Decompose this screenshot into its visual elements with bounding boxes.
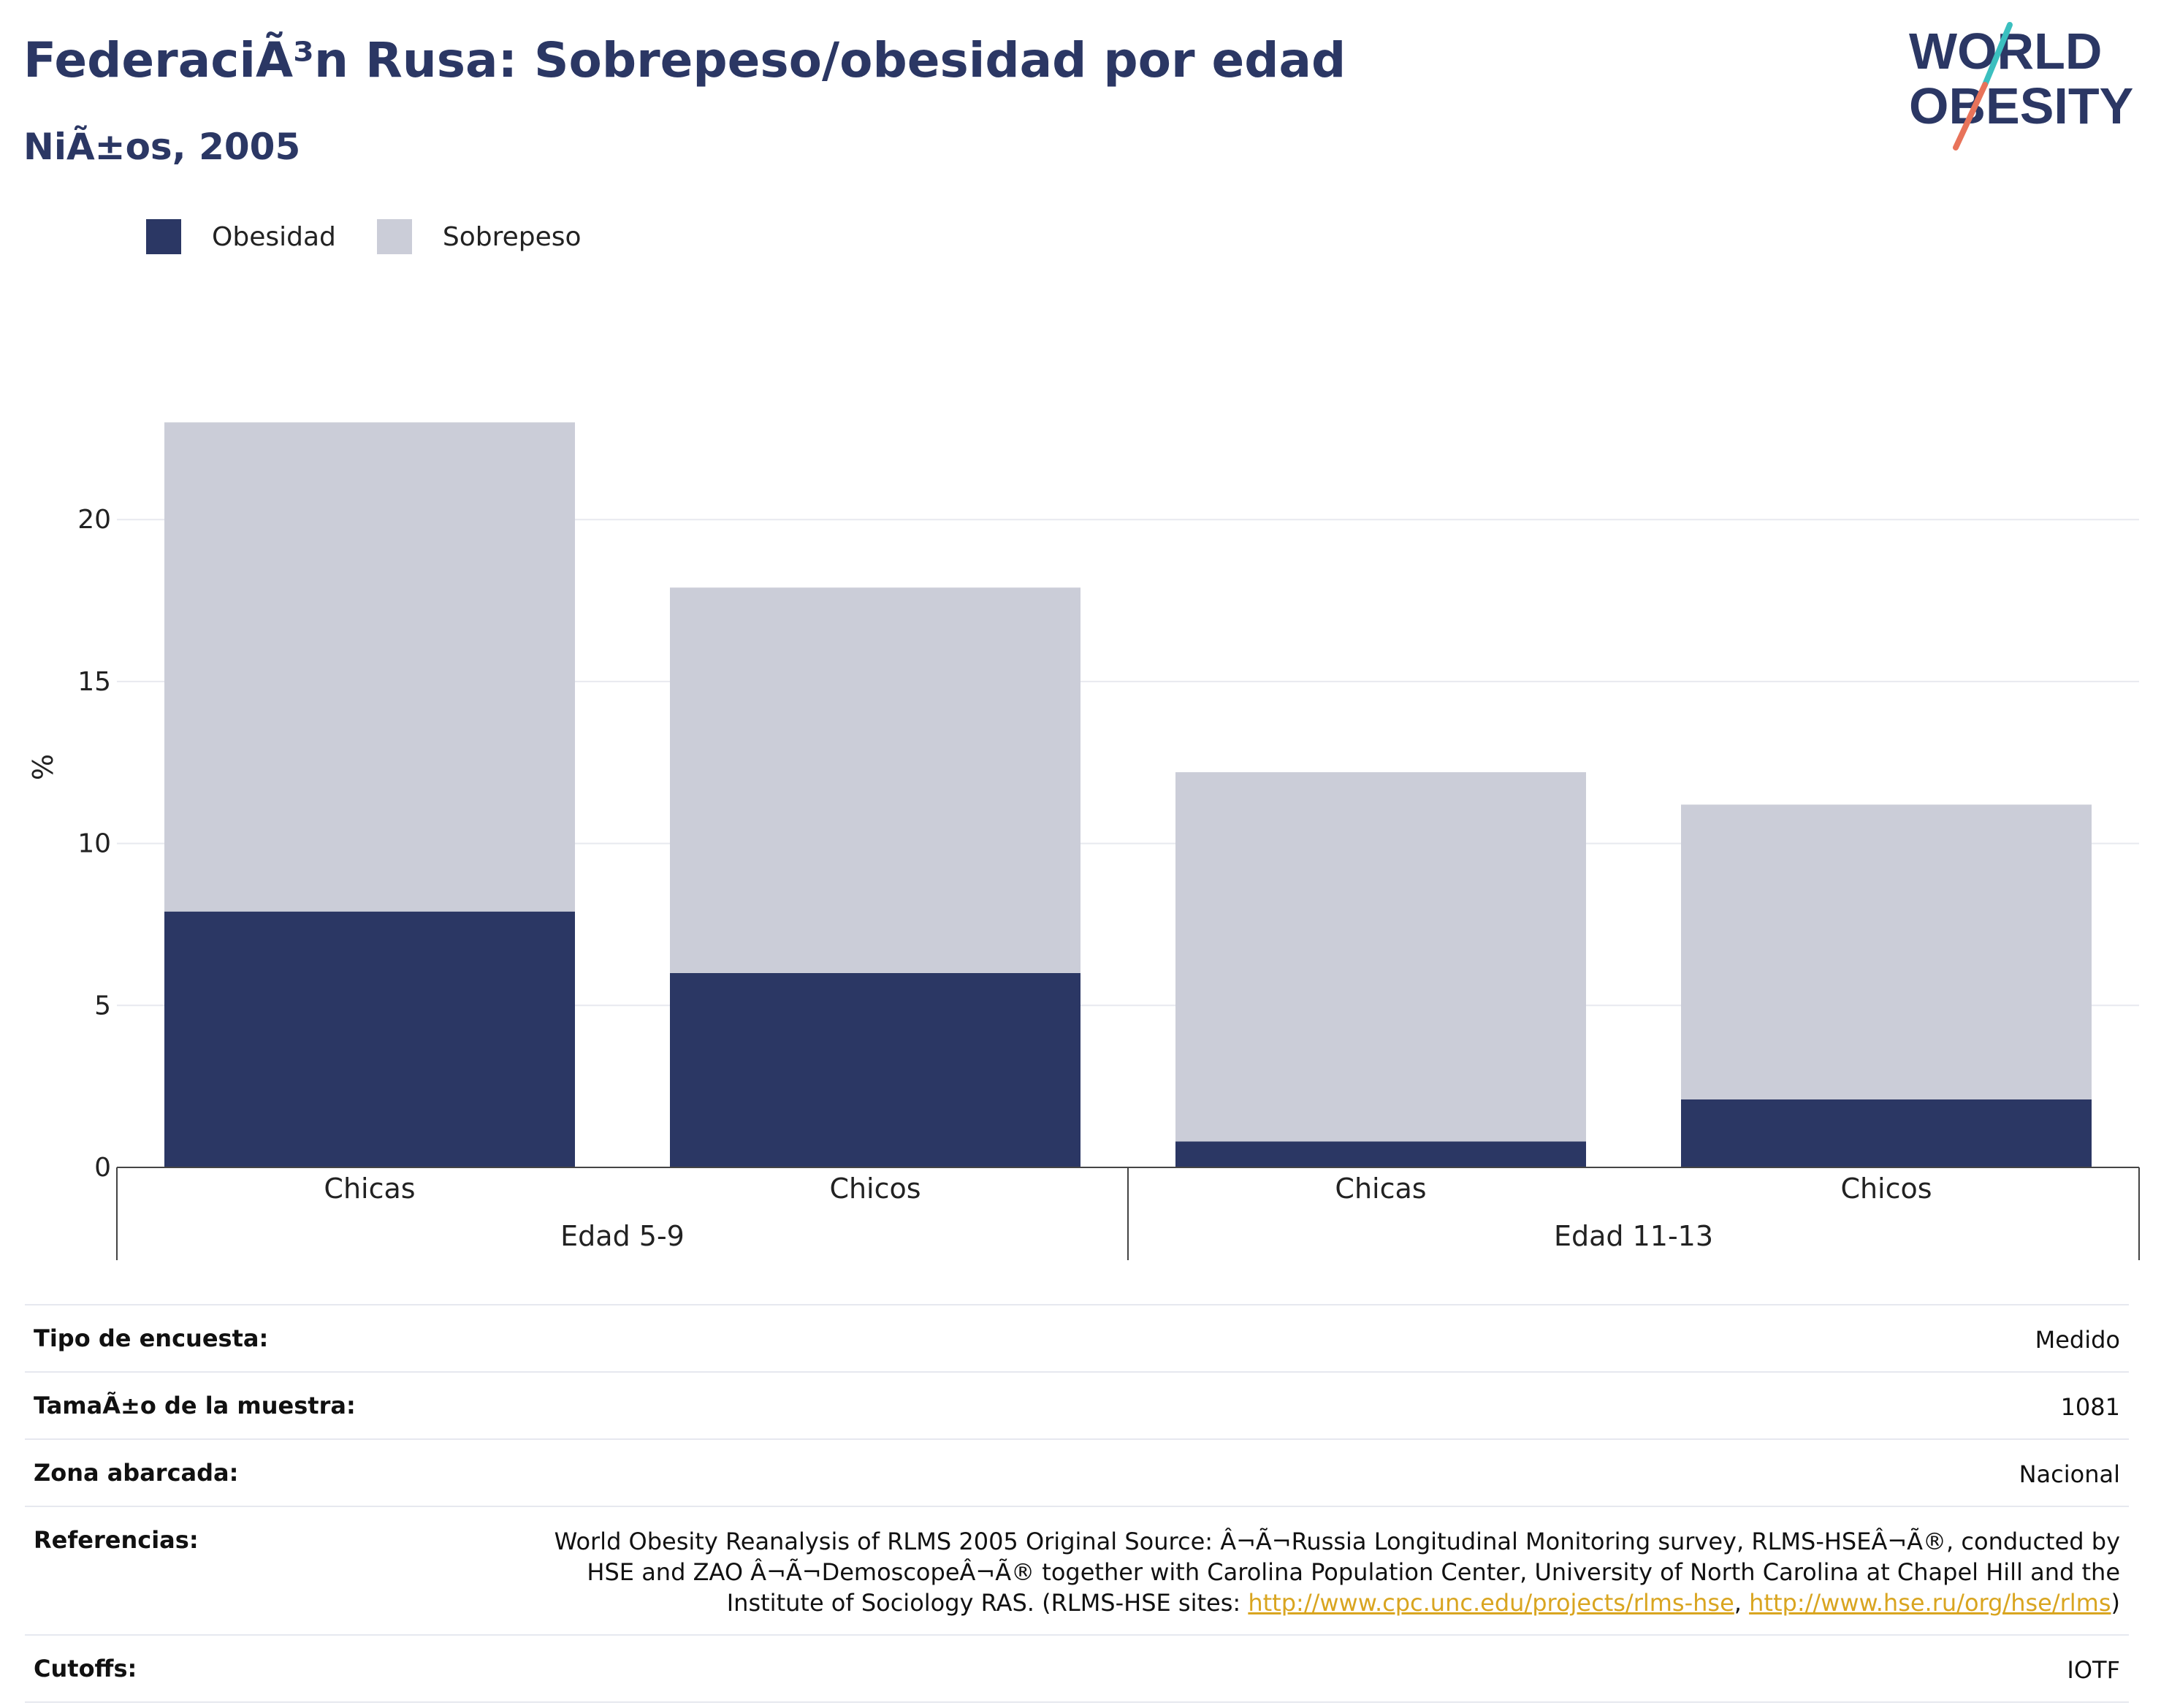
info-key: Cutoffs: xyxy=(34,1655,137,1682)
reference-text: World Obesity Reanalysis of RLMS 2005 Or… xyxy=(554,1528,2120,1617)
info-key: TamaÃ±o de la muestra: xyxy=(34,1392,356,1419)
bar-segment-obesidad xyxy=(1175,1141,1586,1167)
legend-swatch-sobrepeso xyxy=(376,219,412,254)
bar-segment-obesidad xyxy=(164,911,575,1167)
chart-title: FederaciÃ³n Rusa: Sobrepeso/obesidad por… xyxy=(23,32,1346,88)
y-tick-label: 0 xyxy=(94,1153,111,1183)
reference-tail: ) xyxy=(2111,1589,2120,1617)
info-key: Zona abarcada: xyxy=(34,1459,239,1487)
info-row-survey-type: Tipo de encuesta: Medido xyxy=(25,1304,2129,1371)
info-key: Referencias: xyxy=(34,1526,199,1554)
x-tick-label: Chicas xyxy=(1335,1173,1426,1205)
info-value: IOTF xyxy=(2067,1656,2120,1684)
chart-legend: Obesidad Sobrepeso xyxy=(146,218,622,256)
legend-item-obesidad[interactable]: Obesidad xyxy=(146,219,336,254)
x-tick-label: Chicos xyxy=(829,1173,921,1205)
logo-slash-teal xyxy=(1982,22,2013,88)
world-obesity-logo: WORLD OBESITY xyxy=(1909,22,2133,150)
info-row-cutoffs: Cutoffs: IOTF xyxy=(25,1634,2129,1703)
y-tick-label: 15 xyxy=(77,667,111,697)
info-value: Nacional xyxy=(2019,1460,2120,1488)
x-group-label: Edad 11-13 xyxy=(1554,1220,1713,1252)
x-tick-label: Chicas xyxy=(324,1173,415,1205)
x-tick-label: Chicos xyxy=(1840,1173,1932,1205)
info-row-sample-size: TamaÃ±o de la muestra: 1081 xyxy=(25,1371,2129,1438)
reference-link-hse[interactable]: http://www.hse.ru/org/hse/rlms xyxy=(1749,1589,2111,1617)
chart-subtitle: NiÃ±os, 2005 xyxy=(23,126,301,168)
stacked-bar-chart: 0 5 10 15 20% Chicas Chicos Chicas Chicos Edad 5-… xyxy=(27,422,2140,1260)
y-axis-label: % xyxy=(27,754,59,780)
logo-text-obesity: OBESITY xyxy=(1909,77,2133,134)
bar-segment-sobrepeso xyxy=(1681,804,2092,1099)
bar-segment-obesidad xyxy=(1681,1099,2092,1167)
legend-item-sobrepeso[interactable]: Sobrepeso xyxy=(376,219,582,254)
info-value: 1081 xyxy=(2060,1393,2120,1421)
y-tick-label: 10 xyxy=(77,829,111,859)
bar-segment-obesidad xyxy=(670,972,1080,1167)
y-tick-label: 5 xyxy=(94,991,111,1021)
legend-label-sobrepeso: Sobrepeso xyxy=(442,221,582,252)
info-value-references: World Obesity Reanalysis of RLMS 2005 Or… xyxy=(549,1526,2120,1618)
bar-segment-sobrepeso xyxy=(164,422,575,912)
info-value: Medido xyxy=(2035,1326,2120,1354)
info-row-references: Referencias: World Obesity Reanalysis of… xyxy=(25,1506,2129,1634)
bar-segment-sobrepeso xyxy=(670,587,1080,973)
reference-link-cpc[interactable]: http://www.cpc.unc.edu/projects/rlms-hse xyxy=(1248,1589,1734,1617)
legend-label-obesidad: Obesidad xyxy=(212,221,336,252)
logo-slash-coral xyxy=(1953,82,1988,150)
bar-segment-sobrepeso xyxy=(1175,772,1586,1142)
survey-info-table: Tipo de encuesta: Medido TamaÃ±o de la m… xyxy=(25,1304,2129,1703)
legend-swatch-obesidad xyxy=(146,219,181,254)
info-key: Tipo de encuesta: xyxy=(34,1324,269,1352)
reference-separator: , xyxy=(1734,1589,1750,1617)
y-tick-label: 20 xyxy=(77,505,111,535)
info-row-coverage: Zona abarcada: Nacional xyxy=(25,1438,2129,1506)
x-group-label: Edad 5-9 xyxy=(560,1220,685,1252)
